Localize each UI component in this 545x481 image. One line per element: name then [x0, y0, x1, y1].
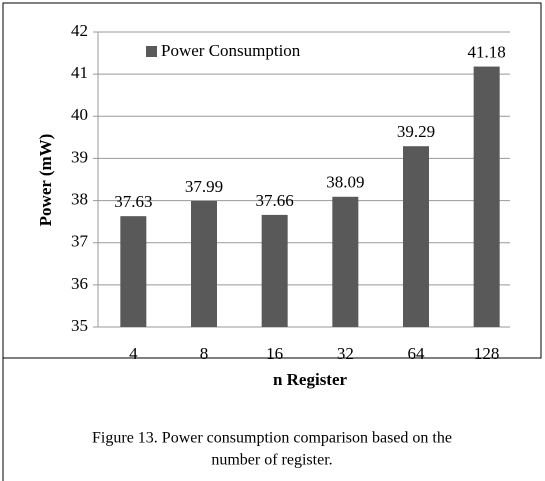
data-label: 41.18 — [468, 42, 506, 61]
bar — [191, 200, 217, 327]
data-label: 37.66 — [256, 191, 294, 210]
bar — [332, 196, 359, 327]
data-label: 39.29 — [397, 122, 435, 141]
x-tick-label: 16 — [266, 344, 283, 363]
legend-swatch — [146, 46, 157, 57]
bar — [120, 216, 147, 327]
caption: Figure 13. Power consumption comparison … — [92, 430, 452, 447]
y-tick-label: 37 — [71, 232, 89, 251]
x-tick-label: 4 — [129, 344, 138, 363]
bar — [403, 146, 429, 327]
caption: number of register. — [211, 452, 332, 469]
legend-label: Power Consumption — [161, 41, 301, 60]
data-label: 38.09 — [326, 173, 364, 192]
data-label: 37.99 — [185, 177, 223, 196]
x-tick-label: 8 — [200, 344, 209, 363]
y-tick-label: 35 — [71, 316, 88, 335]
chart-frame — [2, 2, 542, 359]
y-axis-title: Power (mW) — [36, 134, 55, 227]
x-tick-label: 128 — [474, 344, 500, 363]
x-axis-title: n Register — [273, 370, 348, 389]
bar — [473, 66, 500, 328]
y-tick-label: 42 — [71, 21, 88, 40]
bar — [261, 214, 288, 327]
x-tick-label: 32 — [337, 344, 354, 363]
y-tick-label: 36 — [71, 274, 88, 293]
x-tick-label: 64 — [408, 344, 426, 363]
y-tick-label: 40 — [71, 105, 88, 124]
y-tick-label: 41 — [71, 63, 88, 82]
y-tick-label: 38 — [71, 189, 88, 208]
y-tick-label: 39 — [71, 147, 88, 166]
data-label: 37.63 — [114, 192, 152, 211]
